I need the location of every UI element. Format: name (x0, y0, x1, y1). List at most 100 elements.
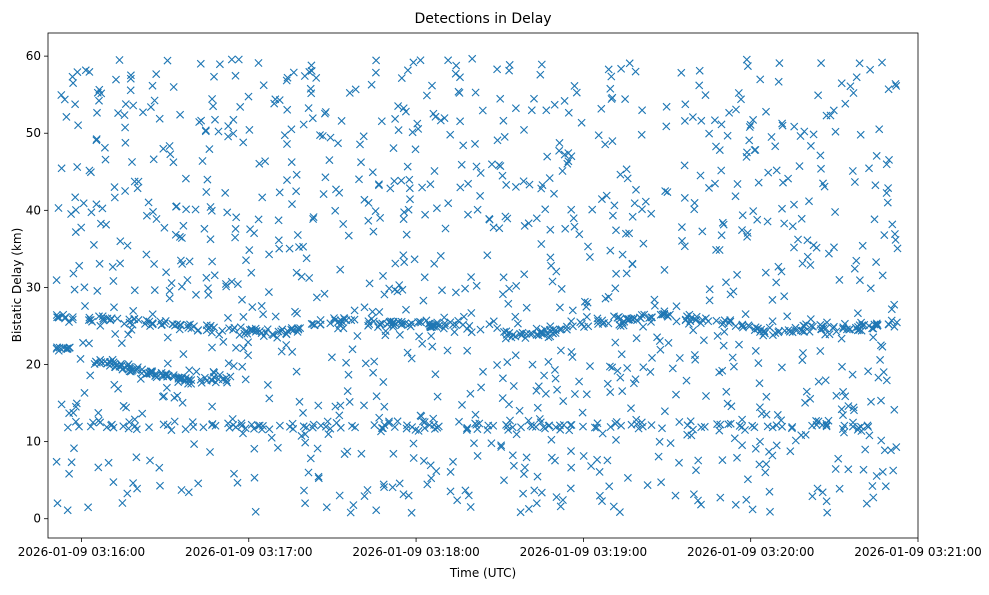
data-point (403, 162, 412, 171)
data-point (738, 211, 747, 220)
data-point (772, 278, 781, 287)
data-point (236, 323, 245, 332)
data-point (499, 116, 508, 125)
data-point (254, 421, 263, 430)
data-point (727, 402, 736, 411)
data-point (855, 321, 864, 330)
data-point (397, 74, 406, 83)
data-point (148, 81, 157, 90)
data-point (748, 505, 757, 514)
data-point (489, 223, 498, 232)
data-point (892, 81, 901, 90)
data-point (335, 188, 344, 197)
data-point (322, 503, 331, 512)
data-point (231, 71, 240, 80)
data-point (292, 367, 301, 376)
data-point (370, 421, 379, 430)
data-point (778, 204, 786, 213)
data-point (520, 125, 528, 134)
data-point (117, 339, 126, 348)
data-point (818, 488, 827, 497)
data-point (725, 108, 734, 117)
data-point (350, 315, 359, 324)
data-point (385, 318, 394, 327)
data-point (519, 177, 528, 186)
data-point (55, 343, 64, 352)
data-point (185, 366, 194, 375)
data-point (602, 191, 611, 200)
data-point (802, 320, 810, 329)
data-point (648, 353, 656, 362)
data-point (463, 346, 472, 355)
data-point (603, 456, 612, 465)
data-point (891, 235, 900, 244)
data-point (98, 204, 107, 213)
data-point (672, 390, 680, 399)
data-point (471, 88, 480, 97)
chart-title: Detections in Delay (414, 11, 551, 27)
data-point (327, 353, 336, 362)
data-point (293, 327, 302, 336)
data-point (65, 343, 74, 352)
data-point (643, 481, 652, 490)
data-point (803, 236, 812, 245)
data-point (101, 155, 110, 164)
data-point (346, 508, 355, 517)
data-point (639, 239, 648, 248)
data-point (802, 387, 811, 396)
data-point (809, 130, 818, 139)
data-point (247, 268, 256, 277)
data-point (52, 457, 61, 466)
data-point (798, 259, 807, 268)
data-point (751, 444, 760, 453)
data-point (399, 490, 408, 499)
data-point (884, 184, 893, 193)
data-point (165, 286, 174, 295)
data-point (762, 410, 771, 419)
data-point (314, 472, 323, 481)
data-point (208, 257, 217, 266)
data-point (257, 301, 266, 310)
data-point (493, 324, 502, 333)
data-point (389, 449, 398, 458)
data-point (446, 467, 455, 476)
data-point (461, 284, 470, 293)
data-point (452, 321, 460, 329)
data-point (414, 318, 423, 327)
data-point (287, 125, 296, 134)
data-point (371, 68, 380, 77)
data-point (444, 56, 453, 65)
data-point (414, 426, 423, 435)
data-point (137, 369, 146, 378)
data-point (397, 321, 406, 329)
data-point (86, 315, 95, 324)
data-point (365, 279, 374, 288)
data-point (527, 106, 536, 115)
data-point (126, 71, 135, 80)
data-point (628, 212, 637, 221)
data-point (533, 403, 542, 412)
data-point (389, 321, 398, 330)
data-point (532, 214, 541, 223)
data-point (403, 348, 412, 357)
data-point (185, 375, 193, 384)
data-point (675, 458, 683, 467)
data-point (454, 316, 463, 325)
data-point (439, 324, 448, 333)
data-point (746, 120, 755, 129)
data-point (719, 341, 728, 350)
data-point (495, 161, 503, 170)
data-point (704, 317, 713, 326)
data-point (485, 320, 494, 329)
data-point (312, 293, 321, 302)
data-point (199, 423, 208, 432)
data-point (441, 321, 449, 330)
data-point (370, 357, 379, 366)
data-point (321, 422, 330, 431)
data-point (476, 191, 485, 200)
data-point (872, 472, 881, 480)
data-point (512, 430, 521, 439)
data-point (204, 290, 213, 299)
data-point (222, 282, 231, 291)
data-point (165, 142, 174, 150)
